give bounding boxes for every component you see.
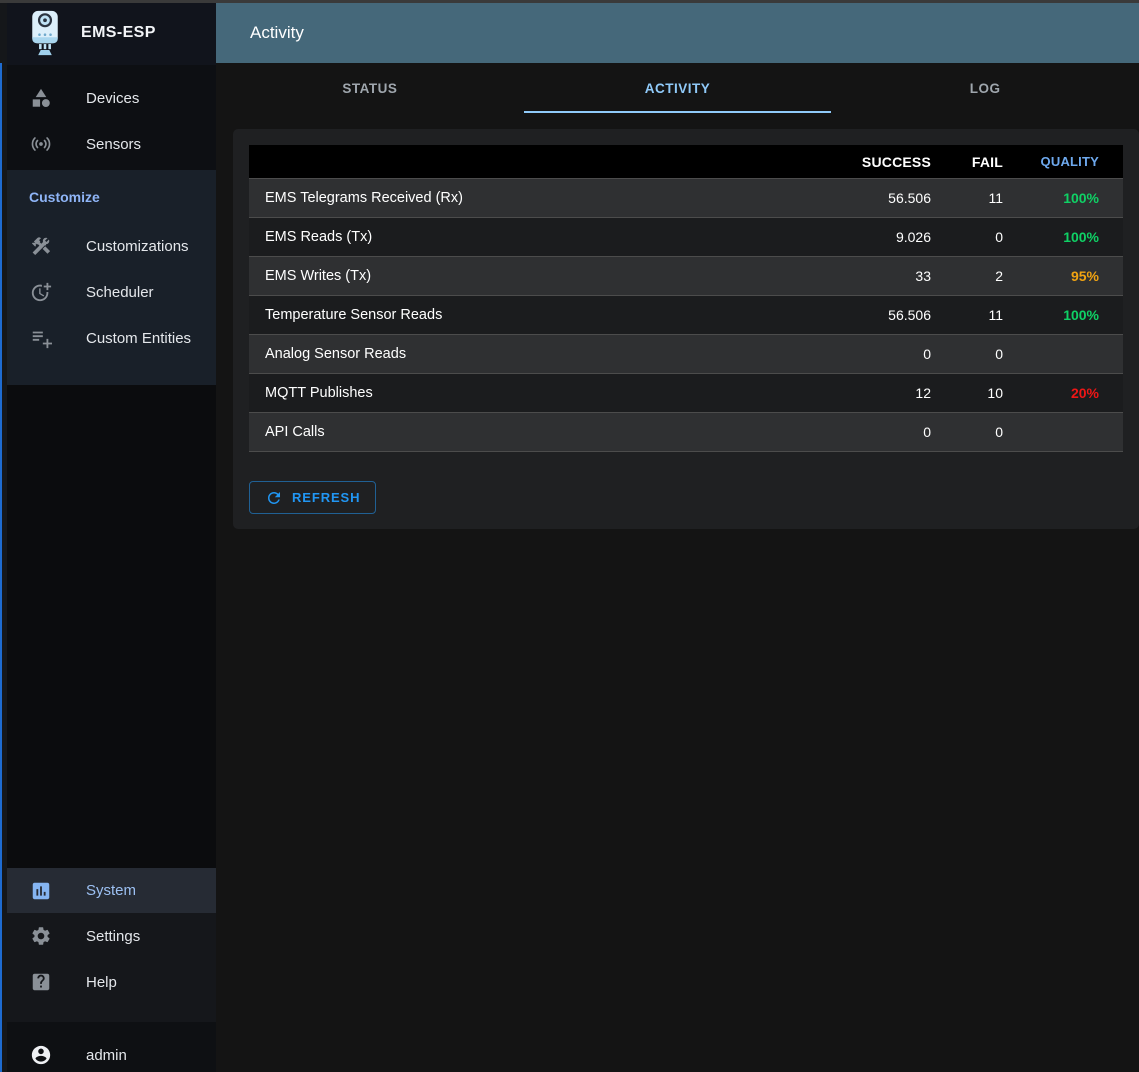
- metric-success: 9.026: [895, 229, 931, 245]
- metric-success: 0: [923, 346, 931, 362]
- add-time-icon: [29, 280, 53, 304]
- sidebar-item-customizations[interactable]: Customizations: [7, 223, 216, 269]
- metric-name: EMS Reads (Tx): [265, 229, 373, 245]
- sidebar-item-label: Custom Entities: [86, 329, 192, 347]
- metric-success: 56.506: [888, 190, 931, 206]
- sidebar: EMS-ESP Devices Sensors Customize: [0, 0, 216, 1072]
- devices-icon: [29, 86, 53, 110]
- boiler-logo-icon: [32, 10, 58, 55]
- metric-fail: 0: [995, 346, 1003, 362]
- table-row: EMS Telegrams Received (Rx) 56.506 11 10…: [249, 178, 1123, 217]
- metric-quality: 95%: [1070, 268, 1099, 284]
- brand-name: EMS-ESP: [81, 23, 156, 41]
- metric-name: Temperature Sensor Reads: [265, 307, 443, 323]
- column-quality: QUALITY: [1040, 154, 1099, 169]
- activity-table: SUCCESS FAIL QUALITY EMS Telegrams Recei…: [249, 145, 1123, 452]
- sidebar-customize-section: Customize Customizations Scheduler Custo…: [7, 170, 216, 385]
- sidebar-item-devices[interactable]: Devices: [7, 75, 216, 121]
- table-row: Analog Sensor Reads 0 0: [249, 334, 1123, 373]
- table-row: MQTT Publishes 12 10 20%: [249, 373, 1123, 412]
- help-icon: [29, 970, 53, 994]
- sidebar-main-nav: Devices Sensors: [7, 65, 216, 170]
- sidebar-item-label: Sensors: [86, 135, 142, 153]
- table-row: Temperature Sensor Reads 56.506 11 100%: [249, 295, 1123, 334]
- metric-quality: 100%: [1063, 190, 1099, 206]
- sidebar-item-settings[interactable]: Settings: [7, 913, 216, 959]
- sidebar-item-system[interactable]: System: [7, 868, 216, 913]
- tab-status[interactable]: STATUS: [342, 80, 398, 96]
- refresh-button-label: REFRESH: [292, 490, 361, 505]
- sidebar-item-sensors[interactable]: Sensors: [7, 121, 216, 167]
- tab-log[interactable]: LOG: [969, 80, 1001, 96]
- metric-fail: 11: [988, 307, 1003, 323]
- sensors-icon: [29, 132, 53, 156]
- metric-success: 33: [915, 268, 931, 284]
- metric-fail: 0: [995, 424, 1003, 440]
- window-top-edge: [0, 0, 1139, 3]
- sidebar-item-admin[interactable]: admin: [7, 1038, 216, 1072]
- user-name: admin: [86, 1046, 127, 1064]
- gear-icon: [29, 924, 53, 948]
- metric-success: 56.506: [888, 307, 931, 323]
- activity-table-header: SUCCESS FAIL QUALITY: [249, 145, 1123, 178]
- metric-fail: 2: [995, 268, 1003, 284]
- metric-name: Analog Sensor Reads: [265, 346, 407, 362]
- table-row: EMS Writes (Tx) 33 2 95%: [249, 256, 1123, 295]
- metric-fail: 11: [988, 190, 1003, 206]
- construction-icon: [29, 234, 53, 258]
- metric-quality: 100%: [1063, 229, 1099, 245]
- metric-fail: 10: [987, 385, 1003, 401]
- metric-quality: 100%: [1063, 307, 1099, 323]
- metric-name: EMS Telegrams Received (Rx): [265, 190, 463, 206]
- customize-section-header: Customize: [29, 189, 100, 205]
- tab-activity[interactable]: ACTIVITY: [644, 80, 711, 96]
- sidebar-bottom-section: System Settings Help admin: [7, 868, 216, 1072]
- sidebar-item-label: Customizations: [86, 237, 189, 255]
- metric-success: 0: [923, 424, 931, 440]
- user-block: admin: [7, 1022, 216, 1072]
- sidebar-item-label: Scheduler: [86, 283, 154, 301]
- activity-table-body: EMS Telegrams Received (Rx) 56.506 11 10…: [249, 178, 1123, 451]
- sidebar-item-custom-entities[interactable]: Custom Entities: [7, 315, 216, 361]
- page-title: Activity: [250, 23, 304, 42]
- table-row: API Calls 0 0: [249, 412, 1123, 451]
- metric-name: EMS Writes (Tx): [265, 268, 372, 284]
- sidebar-item-label: System: [86, 882, 137, 899]
- playlist-add-icon: [29, 326, 53, 350]
- brand-header: EMS-ESP: [7, 0, 216, 65]
- metric-fail: 0: [995, 229, 1003, 245]
- sidebar-item-label: Settings: [86, 927, 141, 945]
- sidebar-gutter: [0, 0, 7, 1072]
- tab-bar: STATUS ACTIVITY LOG: [216, 63, 1139, 113]
- refresh-button[interactable]: REFRESH: [249, 481, 377, 514]
- refresh-icon: [265, 489, 283, 507]
- table-row: EMS Reads (Tx) 9.026 0 100%: [249, 217, 1123, 256]
- metric-success: 12: [915, 385, 931, 401]
- sidebar-item-scheduler[interactable]: Scheduler: [7, 269, 216, 315]
- activity-panel: SUCCESS FAIL QUALITY EMS Telegrams Recei…: [233, 129, 1139, 529]
- bar-chart-icon: [29, 879, 53, 903]
- metric-quality: 20%: [1070, 385, 1099, 401]
- active-tab-indicator: [523, 111, 832, 113]
- sidebar-item-label: Help: [86, 973, 117, 991]
- column-success: SUCCESS: [861, 153, 931, 170]
- sidebar-item-help[interactable]: Help: [7, 959, 216, 1005]
- metric-name: MQTT Publishes: [265, 385, 373, 401]
- app-bar: Activity: [216, 3, 1139, 63]
- sidebar-item-label: Devices: [86, 89, 140, 107]
- account-circle-icon: [29, 1043, 53, 1067]
- column-fail: FAIL: [971, 153, 1003, 170]
- left-accent-line: [0, 63, 2, 1072]
- metric-name: API Calls: [265, 424, 325, 440]
